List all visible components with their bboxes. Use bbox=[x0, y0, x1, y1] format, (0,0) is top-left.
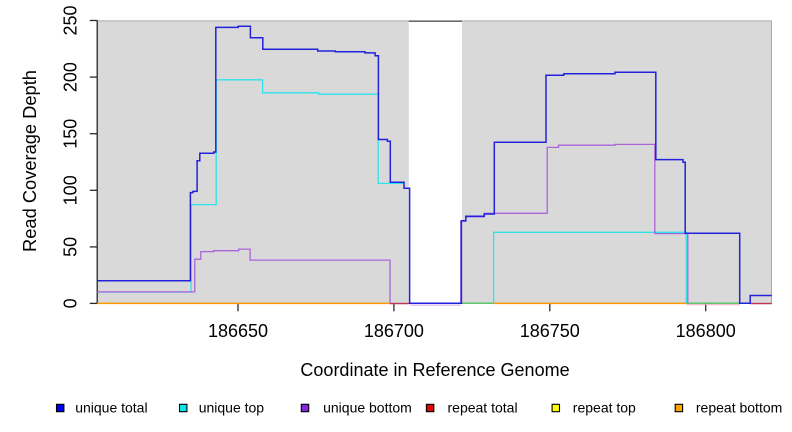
svg-text:186650: 186650 bbox=[208, 321, 268, 341]
svg-text:250: 250 bbox=[60, 5, 80, 35]
svg-text:186700: 186700 bbox=[364, 321, 424, 341]
svg-text:repeat total: repeat total bbox=[448, 400, 518, 416]
svg-text:186750: 186750 bbox=[520, 321, 580, 341]
svg-text:unique top: unique top bbox=[199, 400, 265, 416]
svg-text:unique bottom: unique bottom bbox=[323, 400, 412, 416]
svg-text:0: 0 bbox=[60, 298, 80, 308]
svg-text:unique total: unique total bbox=[75, 400, 147, 416]
svg-text:186800: 186800 bbox=[676, 321, 736, 341]
svg-text:50: 50 bbox=[60, 237, 80, 257]
svg-text:Coordinate in Reference Genome: Coordinate in Reference Genome bbox=[300, 360, 569, 380]
svg-text:200: 200 bbox=[60, 62, 80, 92]
svg-text:Read Coverage Depth: Read Coverage Depth bbox=[19, 70, 40, 252]
svg-text:150: 150 bbox=[60, 119, 80, 149]
svg-text:repeat top: repeat top bbox=[573, 400, 636, 416]
svg-text:100: 100 bbox=[60, 175, 80, 205]
svg-text:repeat bottom: repeat bottom bbox=[696, 400, 782, 416]
